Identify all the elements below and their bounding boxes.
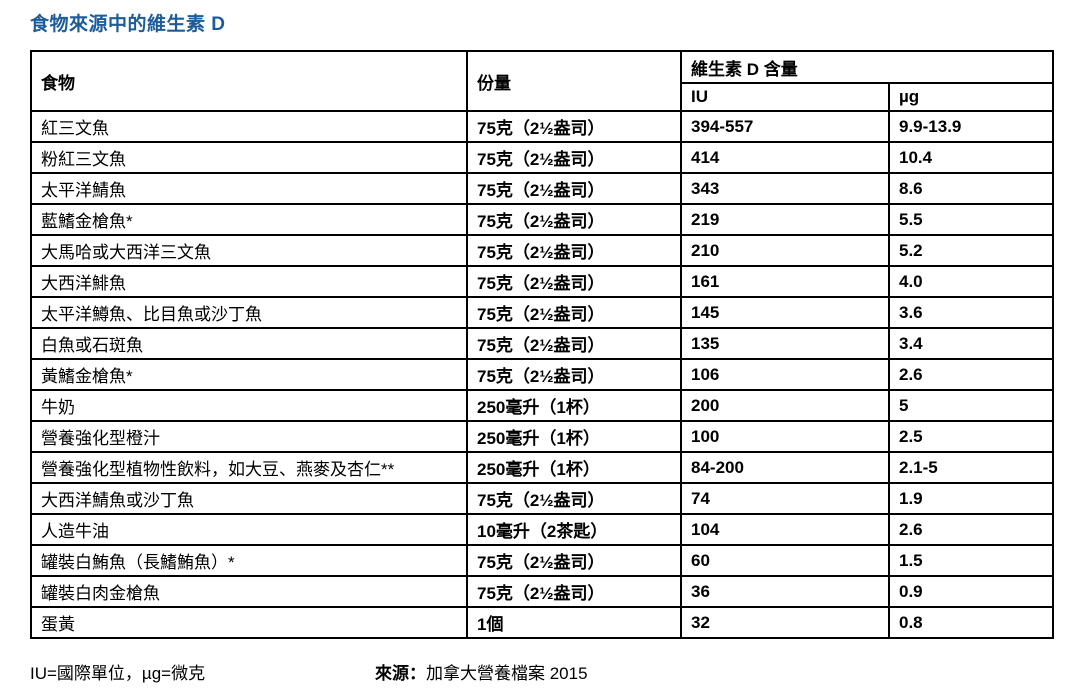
header-iu: IU <box>680 82 890 112</box>
portion-cell: 250毫升（1杯） <box>466 420 682 453</box>
table-row: 太平洋鱒魚、比目魚或沙丁魚 75克（2½盎司） 145 3.6 <box>30 296 1055 329</box>
header-food: 食物 <box>30 50 468 112</box>
ug-cell: 2.1-5 <box>887 451 1055 484</box>
vitamin-d-table: 食物 份量 維生素 D 含量 IU µg 紅三文魚 75克（2½盎司） 394-… <box>30 50 1055 639</box>
ug-cell: 3.6 <box>887 296 1055 329</box>
portion-cell: 75克（2½盎司） <box>466 265 682 298</box>
table-row: 白魚或石斑魚 75克（2½盎司） 135 3.4 <box>30 327 1055 360</box>
header-row-2: IU µg <box>31 82 1055 112</box>
iu-cell: 106 <box>680 358 890 391</box>
table-row: 粉紅三文魚 75克（2½盎司） 414 10.4 <box>30 141 1055 174</box>
food-cell: 太平洋鱒魚、比目魚或沙丁魚 <box>30 296 468 329</box>
food-cell: 藍鰭金槍魚* <box>30 203 468 236</box>
portion-cell: 75克（2½盎司） <box>466 327 682 360</box>
ug-cell: 1.5 <box>887 544 1055 577</box>
food-cell: 營養強化型植物性飲料，如大豆、燕麥及杏仁** <box>30 451 468 484</box>
table-row: 人造牛油 10毫升（2茶匙） 104 2.6 <box>30 513 1055 546</box>
page-title: 食物來源中的維生素 D <box>30 14 226 35</box>
food-cell: 紅三文魚 <box>30 110 468 143</box>
food-cell: 罐裝白鮪魚（長鰭鮪魚）* <box>30 544 468 577</box>
food-cell: 粉紅三文魚 <box>30 141 468 174</box>
ug-cell: 4.0 <box>887 265 1055 298</box>
ug-cell: 5.2 <box>887 234 1055 267</box>
portion-cell: 75克（2½盎司） <box>466 358 682 391</box>
food-cell: 黃鰭金槍魚* <box>30 358 468 391</box>
source-label: 來源： <box>375 664 426 683</box>
food-cell: 蛋黃 <box>30 606 468 639</box>
portion-cell: 75克（2½盎司） <box>466 482 682 515</box>
table-row: 大西洋鯖魚或沙丁魚 75克（2½盎司） 74 1.9 <box>30 482 1055 515</box>
iu-cell: 104 <box>680 513 890 546</box>
portion-cell: 75克（2½盎司） <box>466 110 682 143</box>
food-cell: 營養強化型橙汁 <box>30 420 468 453</box>
iu-cell: 200 <box>680 389 890 422</box>
iu-cell: 32 <box>680 606 890 639</box>
iu-cell: 100 <box>680 420 890 453</box>
iu-cell: 210 <box>680 234 890 267</box>
header-portion: 份量 <box>466 50 682 112</box>
portion-cell: 75克（2½盎司） <box>466 234 682 267</box>
iu-cell: 394-557 <box>680 110 890 143</box>
table-row: 黃鰭金槍魚* 75克（2½盎司） 106 2.6 <box>30 358 1055 391</box>
iu-cell: 343 <box>680 172 890 205</box>
portion-cell: 75克（2½盎司） <box>466 141 682 174</box>
table-row: 大馬哈或大西洋三文魚 75克（2½盎司） 210 5.2 <box>30 234 1055 267</box>
table-row: 蛋黃 1個 32 0.8 <box>30 606 1055 639</box>
table-row: 太平洋鯖魚 75克（2½盎司） 343 8.6 <box>30 172 1055 205</box>
iu-cell: 219 <box>680 203 890 236</box>
portion-cell: 250毫升（1杯） <box>466 451 682 484</box>
portion-cell: 1個 <box>466 606 682 639</box>
ug-cell: 10.4 <box>887 141 1055 174</box>
iu-cell: 36 <box>680 575 890 608</box>
portion-cell: 75克（2½盎司） <box>466 172 682 205</box>
food-cell: 白魚或石斑魚 <box>30 327 468 360</box>
food-cell: 太平洋鯖魚 <box>30 172 468 205</box>
ug-cell: 9.9-13.9 <box>887 110 1055 143</box>
food-cell: 大馬哈或大西洋三文魚 <box>30 234 468 267</box>
ug-cell: 0.9 <box>887 575 1055 608</box>
ug-cell: 3.4 <box>887 327 1055 360</box>
iu-cell: 135 <box>680 327 890 360</box>
table-row: 紅三文魚 75克（2½盎司） 394-557 9.9-13.9 <box>30 110 1055 143</box>
table-row: 牛奶 250毫升（1杯） 200 5 <box>30 389 1055 422</box>
portion-cell: 75克（2½盎司） <box>466 296 682 329</box>
iu-cell: 414 <box>680 141 890 174</box>
ug-cell: 5 <box>887 389 1055 422</box>
header-row-1: 食物 份量 維生素 D 含量 <box>30 50 1055 112</box>
ug-cell: 2.6 <box>887 513 1055 546</box>
portion-cell: 250毫升（1杯） <box>466 389 682 422</box>
table-row: 營養強化型植物性飲料，如大豆、燕麥及杏仁** 250毫升（1杯） 84-200 … <box>30 451 1055 484</box>
food-cell: 大西洋鯡魚 <box>30 265 468 298</box>
source-value: 加拿大營養檔案 2015 <box>426 664 588 683</box>
iu-cell: 60 <box>680 544 890 577</box>
table-row: 罐裝白鮪魚（長鰭鮪魚）* 75克（2½盎司） 60 1.5 <box>30 544 1055 577</box>
portion-cell: 10毫升（2茶匙） <box>466 513 682 546</box>
food-cell: 人造牛油 <box>30 513 468 546</box>
portion-cell: 75克（2½盎司） <box>466 544 682 577</box>
ug-cell: 2.6 <box>887 358 1055 391</box>
food-cell: 大西洋鯖魚或沙丁魚 <box>30 482 468 515</box>
table-row: 營養強化型橙汁 250毫升（1杯） 100 2.5 <box>30 420 1055 453</box>
ug-cell: 8.6 <box>887 172 1055 205</box>
table-row: 藍鰭金槍魚* 75克（2½盎司） 219 5.5 <box>30 203 1055 236</box>
header-vitamin-d-content: 維生素 D 含量 <box>679 50 1055 84</box>
food-cell: 罐裝白肉金槍魚 <box>30 575 468 608</box>
iu-cell: 161 <box>680 265 890 298</box>
iu-cell: 74 <box>680 482 890 515</box>
table-row: 大西洋鯡魚 75克（2½盎司） 161 4.0 <box>30 265 1055 298</box>
ug-cell: 2.5 <box>887 420 1055 453</box>
table-row: 罐裝白肉金槍魚 75克（2½盎司） 36 0.9 <box>30 575 1055 608</box>
iu-cell: 84-200 <box>680 451 890 484</box>
ug-cell: 5.5 <box>887 203 1055 236</box>
portion-cell: 75克（2½盎司） <box>466 203 682 236</box>
footer-source: 來源：加拿大營養檔案 2015 <box>375 659 588 684</box>
ug-cell: 1.9 <box>887 482 1055 515</box>
food-cell: 牛奶 <box>30 389 468 422</box>
footer-abbreviations: IU=國際單位，µg=微克 <box>30 664 206 683</box>
portion-cell: 75克（2½盎司） <box>466 575 682 608</box>
iu-cell: 145 <box>680 296 890 329</box>
header-ug: µg <box>887 82 1055 112</box>
ug-cell: 0.8 <box>887 606 1055 639</box>
